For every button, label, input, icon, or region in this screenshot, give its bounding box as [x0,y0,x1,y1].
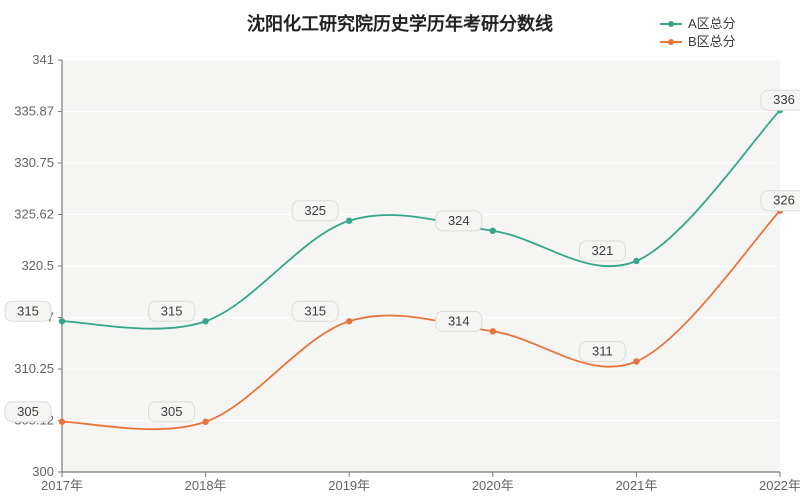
chart-title: 沈阳化工研究院历史学历年考研分数线 [247,13,553,34]
value-label: 314 [448,313,470,328]
y-tick-label: 330.75 [14,155,54,170]
x-tick-label: 2019年 [328,478,370,493]
value-label: 324 [448,213,470,228]
y-tick-label: 310.25 [14,361,54,376]
series-A-point [346,218,352,224]
series-A-point [59,318,65,324]
value-label: 311 [592,343,613,358]
value-label: 325 [304,203,326,218]
legend-label: A区总分 [688,16,736,31]
x-tick-label: 2022年 [759,478,800,493]
y-tick-label: 300 [32,464,54,479]
y-tick-label: 325.62 [14,207,54,222]
series-B-point [346,318,352,324]
value-label: 305 [161,404,183,419]
x-tick-label: 2017年 [41,478,83,493]
value-label: 315 [304,303,326,318]
x-tick-label: 2021年 [615,478,657,493]
y-tick-label: 341 [32,52,54,67]
line-chart: 300305.12310.25315.37320.5325.62330.7533… [0,0,800,500]
series-B-point [633,358,639,364]
y-tick-label: 320.5 [21,258,54,273]
x-tick-label: 2018年 [185,478,227,493]
value-label: 326 [773,193,795,208]
value-label: 305 [17,404,39,419]
series-A-point [202,318,208,324]
value-label: 321 [592,243,614,258]
x-tick-label: 2020年 [472,478,514,493]
series-B-point [202,419,208,425]
series-B-point [59,419,65,425]
legend-marker [668,39,674,45]
value-label: 315 [161,303,183,318]
legend-label: B区总分 [688,34,736,49]
value-label: 315 [17,303,39,318]
y-tick-label: 335.87 [14,104,54,119]
chart-container: 300305.12310.25315.37320.5325.62330.7533… [0,0,800,500]
value-label: 336 [773,92,795,107]
series-A-point [490,228,496,234]
legend-marker [668,21,674,27]
series-B-point [490,328,496,334]
series-A-point [633,258,639,264]
